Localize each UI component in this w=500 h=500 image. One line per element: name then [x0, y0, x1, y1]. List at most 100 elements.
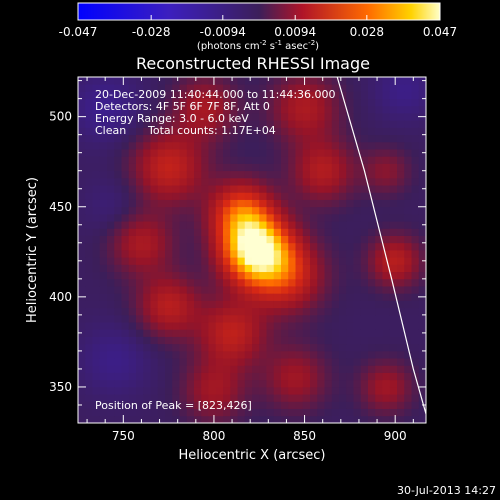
heatmap-cell	[215, 250, 224, 258]
heatmap-cell	[404, 192, 412, 200]
heatmap-cell	[230, 242, 238, 251]
heatmap-cell	[360, 336, 369, 345]
heatmap-cell	[186, 314, 195, 323]
heatmap-cell	[208, 113, 217, 121]
heatmap-cell	[273, 379, 282, 388]
heatmap-cell	[397, 228, 405, 236]
heatmap-cell	[288, 221, 296, 229]
heatmap-cell	[375, 141, 383, 150]
heatmap-cell	[382, 235, 391, 244]
heatmap-cell	[389, 113, 398, 121]
heatmap-cell	[418, 394, 426, 402]
heatmap-cell	[382, 141, 391, 150]
heatmap-cell	[121, 84, 130, 92]
heatmap-cell	[382, 199, 391, 208]
heatmap-cell	[194, 77, 202, 85]
heatmap-cell	[339, 98, 347, 107]
heatmap-cell	[389, 322, 398, 330]
heatmap-cell	[92, 264, 101, 273]
heatmap-cell	[302, 394, 311, 402]
heatmap-cell	[99, 149, 108, 157]
heatmap-cell	[230, 365, 238, 373]
heatmap-cell	[172, 322, 180, 330]
heatmap-cell	[295, 228, 304, 236]
heatmap-cell	[128, 365, 137, 373]
heatmap-cell	[78, 141, 86, 150]
heatmap-cell	[215, 98, 224, 107]
heatmap-cell	[368, 415, 376, 423]
heatmap-cell	[99, 257, 108, 265]
heatmap-cell	[165, 84, 173, 92]
heatmap-cell	[143, 358, 151, 366]
heatmap-cell	[143, 386, 151, 395]
heatmap-cell	[339, 134, 347, 143]
heatmap-cell	[295, 113, 304, 121]
heatmap-cell	[128, 77, 137, 85]
heatmap-cell	[404, 278, 412, 287]
heatmap-cell	[186, 286, 195, 294]
heatmap-cell	[281, 401, 289, 409]
heatmap-cell	[368, 105, 376, 114]
heatmap-cell	[223, 358, 231, 366]
heatmap-cell	[194, 401, 202, 409]
heatmap-cell	[121, 257, 130, 265]
heatmap-cell	[375, 177, 383, 186]
heatmap-cell	[201, 379, 209, 388]
heatmap-cell	[172, 300, 180, 309]
heatmap-cell	[85, 394, 93, 402]
heatmap-cell	[353, 350, 362, 359]
heatmap-cell	[273, 307, 282, 316]
heatmap-cell	[389, 314, 398, 323]
heatmap-cell	[252, 358, 260, 366]
heatmap-cell	[78, 250, 86, 258]
heatmap-cell	[114, 379, 122, 388]
heatmap-cell	[353, 271, 362, 280]
heatmap-cell	[418, 127, 426, 136]
heatmap-cell	[302, 98, 311, 107]
heatmap-cell	[99, 77, 108, 85]
heatmap-cell	[172, 329, 180, 337]
heatmap-cell	[244, 372, 253, 381]
heatmap-cell	[404, 199, 412, 208]
heatmap-cell	[368, 149, 376, 157]
heatmap-cell	[266, 156, 275, 164]
heatmap-cell	[143, 343, 151, 352]
heatmap-cell	[92, 242, 101, 251]
heatmap-cell	[179, 206, 188, 215]
heatmap-cell	[99, 105, 108, 114]
heatmap-cell	[165, 415, 173, 423]
heatmap-cell	[201, 98, 209, 107]
heatmap-cell	[114, 242, 122, 251]
heatmap-cell	[317, 113, 325, 121]
heatmap-cell	[92, 84, 101, 92]
heatmap-cell	[128, 372, 137, 381]
heatmap-cell	[172, 286, 180, 294]
heatmap-cell	[121, 242, 130, 251]
heatmap-cell	[244, 242, 253, 251]
heatmap-cell	[85, 84, 93, 92]
heatmap-cell	[324, 98, 333, 107]
heatmap-cell	[360, 84, 369, 92]
annotation-detectors: Detectors: 4F 5F 6F 7F 8F, Att 0	[95, 100, 270, 113]
heatmap-cell	[85, 300, 93, 309]
heatmap-cell	[172, 199, 180, 208]
heatmap-cell	[302, 91, 311, 100]
heatmap-cell	[201, 156, 209, 164]
heatmap-cell	[302, 293, 311, 301]
heatmap-cell	[281, 113, 289, 121]
heatmap-cell	[368, 264, 376, 273]
heatmap-cell	[114, 293, 122, 301]
heatmap-cell	[273, 163, 282, 172]
heatmap-cell	[346, 350, 354, 359]
heatmap-cell	[114, 149, 122, 157]
heatmap-cell	[237, 257, 246, 265]
colorbar-units-label: (photons cm-2 s-1 asec-2)	[197, 39, 319, 52]
heatmap-cell	[375, 293, 383, 301]
heatmap-cell	[310, 278, 318, 287]
heatmap-cell	[121, 372, 130, 381]
heatmap-cell	[107, 120, 115, 128]
heatmap-cell	[99, 206, 108, 215]
heatmap-cell	[418, 336, 426, 345]
heatmap-cell	[194, 300, 202, 309]
heatmap-cell	[397, 264, 405, 273]
